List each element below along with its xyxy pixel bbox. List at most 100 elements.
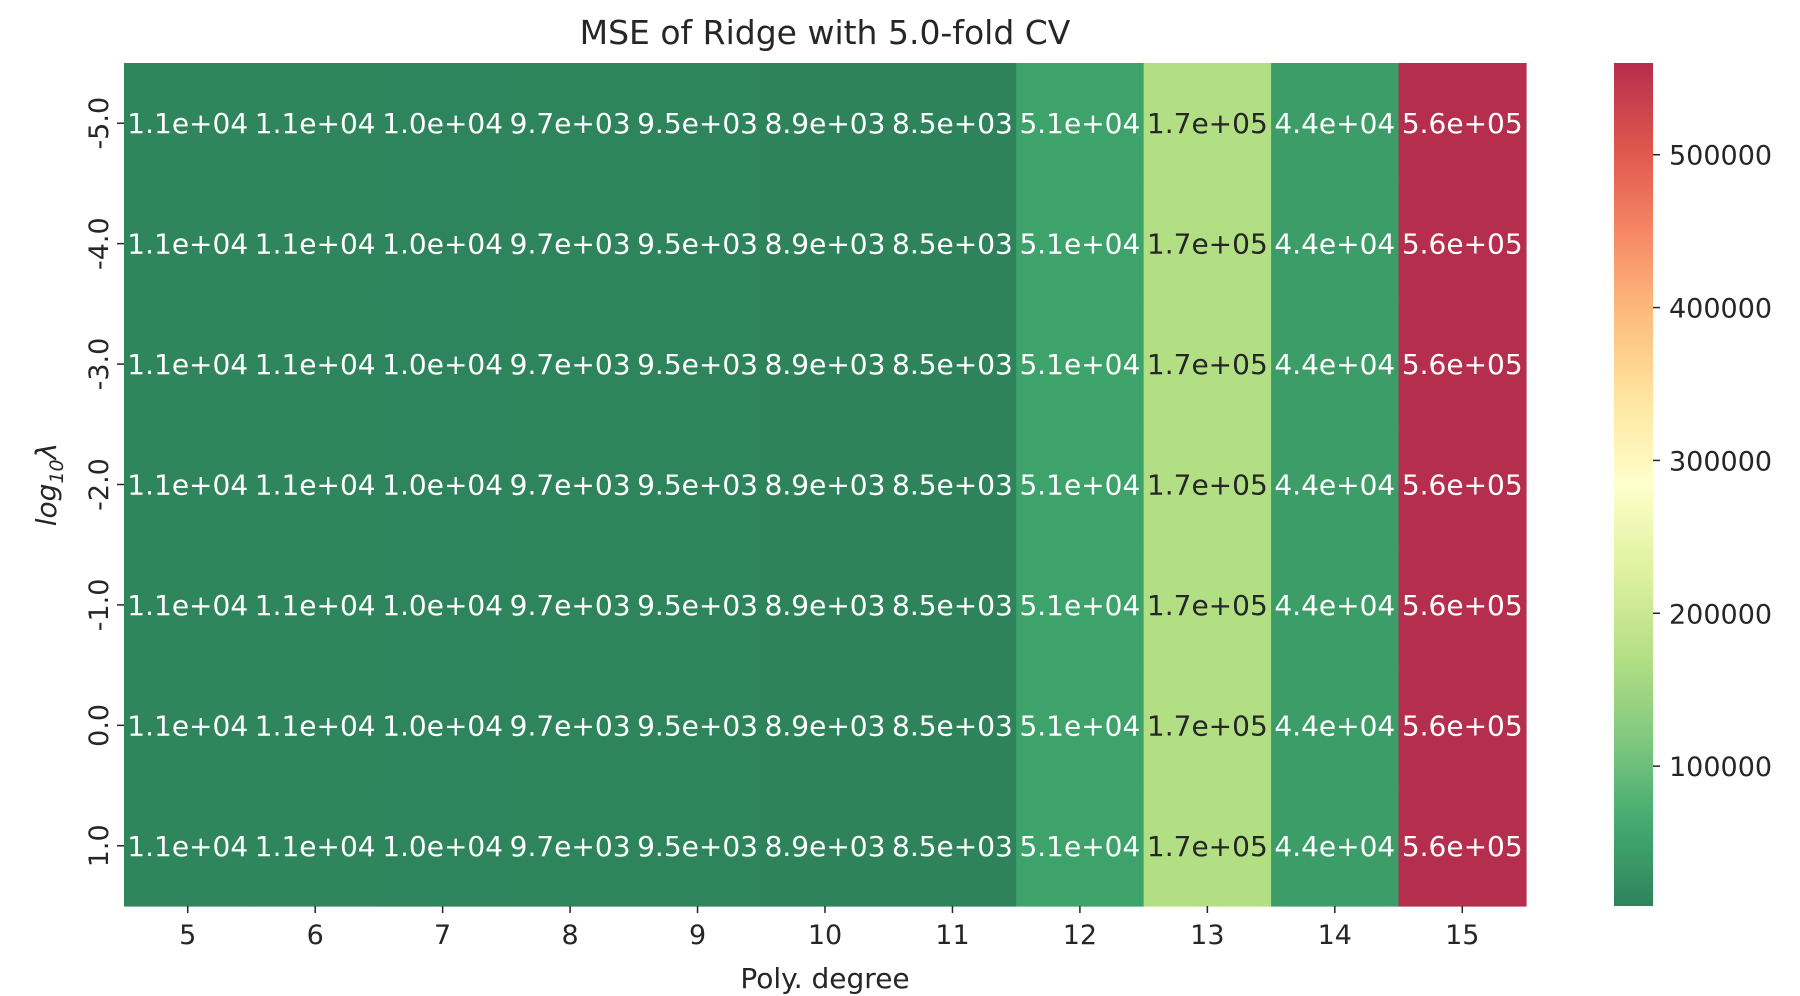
heatmap-cell <box>888 303 1017 425</box>
x-tick-label: 14 <box>1318 920 1352 951</box>
heatmap-cell-label: 1.1e+04 <box>255 709 376 742</box>
heatmap-cell-label: 8.5e+03 <box>892 107 1013 140</box>
x-tick-label: 15 <box>1445 920 1479 951</box>
heatmap-cell-label: 1.7e+05 <box>1147 228 1268 261</box>
heatmap-cell-label: 1.1e+04 <box>127 589 248 622</box>
heatmap-cell-label: 9.7e+03 <box>510 830 631 863</box>
heatmap-cell <box>124 424 253 546</box>
heatmap-cell-label: 9.7e+03 <box>510 348 631 381</box>
heatmap-cell-label: 1.0e+04 <box>382 228 503 261</box>
colorbar-tick-label: 200000 <box>1669 599 1772 630</box>
heatmap-cell <box>1398 303 1527 425</box>
colorbar <box>1614 63 1653 906</box>
heatmap-cell-label: 9.5e+03 <box>637 348 758 381</box>
heatmap-cell-label: 5.1e+04 <box>1019 830 1140 863</box>
heatmap-cell-label: 1.1e+04 <box>127 469 248 502</box>
heatmap-cell <box>888 544 1017 666</box>
heatmap-cell-label: 5.6e+05 <box>1402 709 1523 742</box>
heatmap-cell-label: 1.7e+05 <box>1147 589 1268 622</box>
colorbar-tick-label: 100000 <box>1669 752 1772 783</box>
heatmap-cell <box>1016 785 1145 907</box>
heatmap-cell <box>124 303 253 425</box>
heatmap-cell-label: 1.7e+05 <box>1147 107 1268 140</box>
heatmap-cell-label: 1.1e+04 <box>255 830 376 863</box>
heatmap-cell <box>1271 63 1400 185</box>
heatmap-cell <box>633 303 762 425</box>
heatmap-cell <box>124 183 253 305</box>
heatmap-cell <box>888 785 1017 907</box>
heatmap-cell-label: 5.6e+05 <box>1402 589 1523 622</box>
heatmap-cell <box>1143 63 1272 185</box>
heatmap-cell <box>761 63 890 185</box>
heatmap-cell-label: 8.5e+03 <box>892 228 1013 261</box>
y-tick-label: -2.0 <box>84 458 115 511</box>
heatmap-cell-label: 8.5e+03 <box>892 589 1013 622</box>
heatmap-cell <box>633 665 762 787</box>
x-tick-label: 5 <box>179 920 196 951</box>
heatmap-cell-label: 9.5e+03 <box>637 228 758 261</box>
heatmap-cell-label: 9.5e+03 <box>637 107 758 140</box>
heatmap-cell <box>761 544 890 666</box>
heatmap-cell-label: 4.4e+04 <box>1274 107 1395 140</box>
heatmap-cell <box>1271 785 1400 907</box>
heatmap-cell <box>888 424 1017 546</box>
y-tick-label: 1.0 <box>84 824 115 867</box>
heatmap-cell <box>1016 63 1145 185</box>
chart-title: MSE of Ridge with 5.0-fold CV <box>580 13 1071 52</box>
heatmap-cell-label: 9.7e+03 <box>510 709 631 742</box>
heatmap-cell-label: 5.6e+05 <box>1402 469 1523 502</box>
heatmap-cell-label: 5.6e+05 <box>1402 228 1523 261</box>
y-tick-label: -3.0 <box>84 338 115 391</box>
heatmap-cell <box>506 665 635 787</box>
heatmap-cell <box>378 544 507 666</box>
heatmap-cell <box>761 785 890 907</box>
heatmap-cell-label: 4.4e+04 <box>1274 589 1395 622</box>
heatmap-cell <box>888 665 1017 787</box>
heatmap-cell-label: 1.1e+04 <box>127 709 248 742</box>
heatmap-cell-label: 9.5e+03 <box>637 709 758 742</box>
heatmap-cell <box>506 63 635 185</box>
heatmap-cell-label: 5.1e+04 <box>1019 107 1140 140</box>
heatmap-cell <box>633 183 762 305</box>
x-tick-label: 7 <box>434 920 451 951</box>
heatmap-cell <box>506 785 635 907</box>
y-axis-label-sub: 10 <box>46 459 68 483</box>
heatmap-annotations: 1.1e+04 1.1e+04 1.0e+04 9.7e+03 9.5e+03 8.9e+… <box>127 107 1522 863</box>
y-tick-label: -5.0 <box>84 97 115 150</box>
heatmap-cell-label: 5.6e+05 <box>1402 830 1523 863</box>
heatmap-cell-label: 9.7e+03 <box>510 469 631 502</box>
heatmap-cell <box>1143 424 1272 546</box>
heatmap-cell <box>124 63 253 185</box>
heatmap-cell-label: 1.1e+04 <box>127 107 248 140</box>
heatmap-cell <box>1271 303 1400 425</box>
heatmap-cell-label: 1.1e+04 <box>127 228 248 261</box>
heatmap-cell-label: 9.5e+03 <box>637 830 758 863</box>
heatmap-cell-label: 8.9e+03 <box>765 709 886 742</box>
y-tick-label: 0.0 <box>84 704 115 747</box>
heatmap-cell <box>506 424 635 546</box>
heatmap-cell <box>251 63 380 185</box>
heatmap-cell-label: 1.1e+04 <box>255 469 376 502</box>
x-tick-label: 10 <box>808 920 842 951</box>
heatmap-cell <box>1143 303 1272 425</box>
x-axis-label: Poly. degree <box>740 962 909 995</box>
heatmap-cell-label: 1.7e+05 <box>1147 830 1268 863</box>
heatmap-cell <box>633 544 762 666</box>
heatmap-cell <box>124 785 253 907</box>
heatmap-cell <box>1398 63 1527 185</box>
heatmap-cell <box>761 424 890 546</box>
heatmap-cell <box>1271 424 1400 546</box>
x-axis-ticks: 5 6 7 8 9 10 11 12 13 14 15 <box>179 906 1479 951</box>
heatmap-cell-label: 1.1e+04 <box>127 830 248 863</box>
heatmap-cell-label: 8.5e+03 <box>892 709 1013 742</box>
heatmap-cell <box>506 183 635 305</box>
heatmap-cell <box>1271 665 1400 787</box>
colorbar-ticks: 100000 200000 300000 400000 500000 <box>1653 141 1772 783</box>
heatmap-cell-label: 9.5e+03 <box>637 589 758 622</box>
heatmap-cell-label: 4.4e+04 <box>1274 348 1395 381</box>
heatmap-cell-label: 5.1e+04 <box>1019 348 1140 381</box>
y-axis-label-greek: λ <box>30 443 63 462</box>
heatmap-cell <box>378 785 507 907</box>
heatmap-cell <box>761 665 890 787</box>
